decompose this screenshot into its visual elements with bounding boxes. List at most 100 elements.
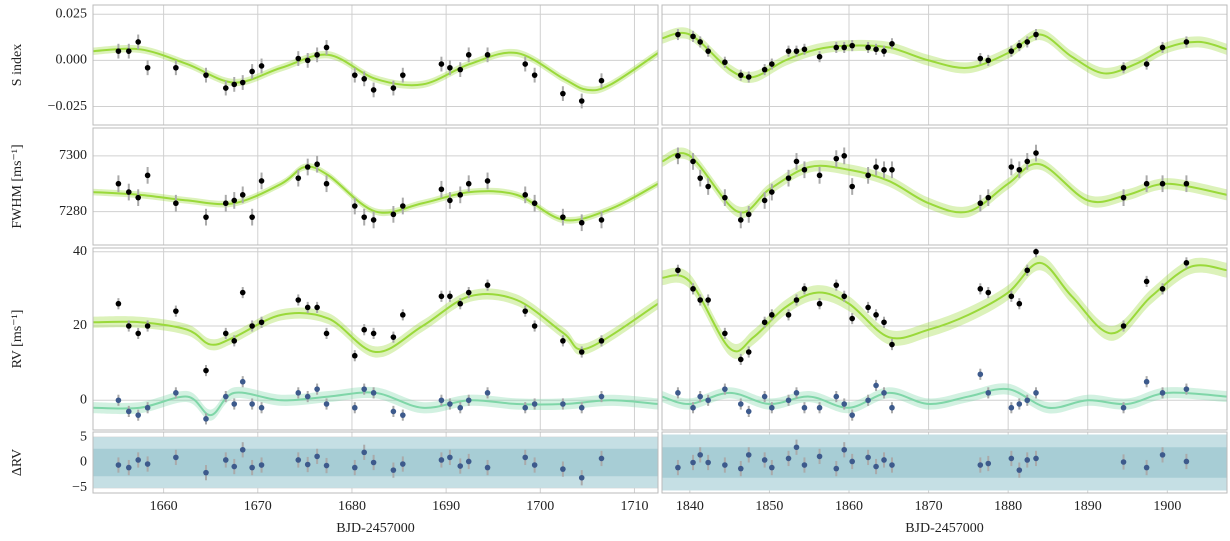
data-point (370, 217, 377, 223)
data-point (761, 393, 768, 400)
data-point (522, 192, 529, 198)
panel (93, 248, 658, 430)
data-point (560, 338, 566, 344)
data-point (1159, 44, 1166, 51)
data-point (1143, 378, 1150, 385)
data-point (258, 319, 265, 326)
data-point (833, 465, 840, 472)
data-point (125, 408, 132, 415)
data-point (737, 465, 744, 472)
data-point (135, 330, 141, 337)
data-point (295, 297, 302, 303)
x-tick-label: 1900 (1153, 499, 1181, 514)
panel-frame (661, 127, 1228, 246)
data-point (849, 412, 855, 418)
panel-frame (661, 4, 1228, 126)
panel-frame (92, 247, 659, 431)
data-point (465, 180, 472, 187)
panel-frame (92, 4, 659, 126)
data-point (1159, 452, 1166, 458)
x-tick-label: 1710 (620, 499, 648, 514)
data-point (447, 401, 453, 407)
data-point (203, 367, 209, 374)
data-point (578, 219, 585, 226)
data-point (690, 404, 696, 411)
data-point (849, 42, 855, 49)
data-point (115, 48, 122, 54)
uncertainty-band (662, 383, 1227, 414)
data-point (793, 48, 800, 54)
data-point (793, 297, 800, 303)
data-point (351, 404, 358, 411)
data-point (769, 189, 775, 195)
data-point (438, 293, 445, 300)
model-curve (662, 152, 1227, 214)
data-point (873, 382, 879, 389)
data-point (881, 48, 887, 54)
data-point (977, 371, 984, 378)
data-point (1024, 457, 1031, 463)
data-point (484, 178, 491, 184)
data-point (457, 300, 464, 307)
data-point (1016, 401, 1023, 407)
data-point (705, 459, 711, 466)
data-point (690, 33, 696, 40)
data-point (203, 416, 209, 422)
data-point (722, 330, 728, 337)
data-point (457, 66, 464, 73)
y-axis-label: S index (10, 44, 25, 86)
uncertainty-band (93, 288, 658, 358)
data-point (361, 214, 368, 220)
data-point (865, 172, 871, 179)
data-point (1183, 39, 1190, 45)
y-tick-label: 7300 (59, 148, 87, 163)
data-point (314, 453, 320, 460)
data-point (258, 462, 265, 468)
panel (662, 128, 1227, 245)
data-point (295, 457, 302, 463)
data-point (144, 172, 151, 179)
uncertainty-band (662, 27, 1227, 84)
data-point (390, 211, 397, 218)
data-point (841, 153, 848, 159)
x-tick-label: 1880 (994, 499, 1022, 514)
data-point (1016, 42, 1023, 49)
data-point (304, 57, 311, 64)
data-point (239, 192, 246, 198)
data-point (865, 397, 871, 404)
data-point (295, 175, 302, 181)
data-point (865, 44, 871, 51)
data-point (295, 390, 302, 396)
data-point (125, 323, 132, 329)
data-point (598, 393, 605, 400)
data-point (675, 31, 681, 38)
data-point (438, 186, 445, 193)
data-point (705, 48, 711, 54)
data-point (249, 401, 255, 407)
data-point (314, 161, 320, 168)
data-point (977, 200, 984, 207)
data-point (370, 330, 377, 337)
x-tick-label: 1660 (150, 499, 178, 514)
data-point (203, 214, 209, 220)
data-point (531, 72, 538, 78)
y-tick-label: 0 (80, 393, 87, 408)
data-point (351, 352, 358, 359)
data-point (889, 404, 895, 411)
data-point (745, 74, 752, 80)
y-tick-label: 7280 (59, 204, 87, 219)
data-point (1159, 390, 1166, 396)
data-point (144, 404, 151, 411)
panel (93, 128, 658, 245)
data-point (370, 459, 377, 466)
data-point (705, 397, 711, 404)
uncertainty-band (93, 163, 658, 224)
data-point (690, 286, 696, 292)
data-point (801, 286, 808, 292)
data-point (135, 457, 141, 463)
x-tick-label: 1870 (915, 499, 943, 514)
panel-frame (661, 247, 1228, 431)
data-point (1033, 455, 1039, 462)
data-point (1120, 323, 1127, 329)
